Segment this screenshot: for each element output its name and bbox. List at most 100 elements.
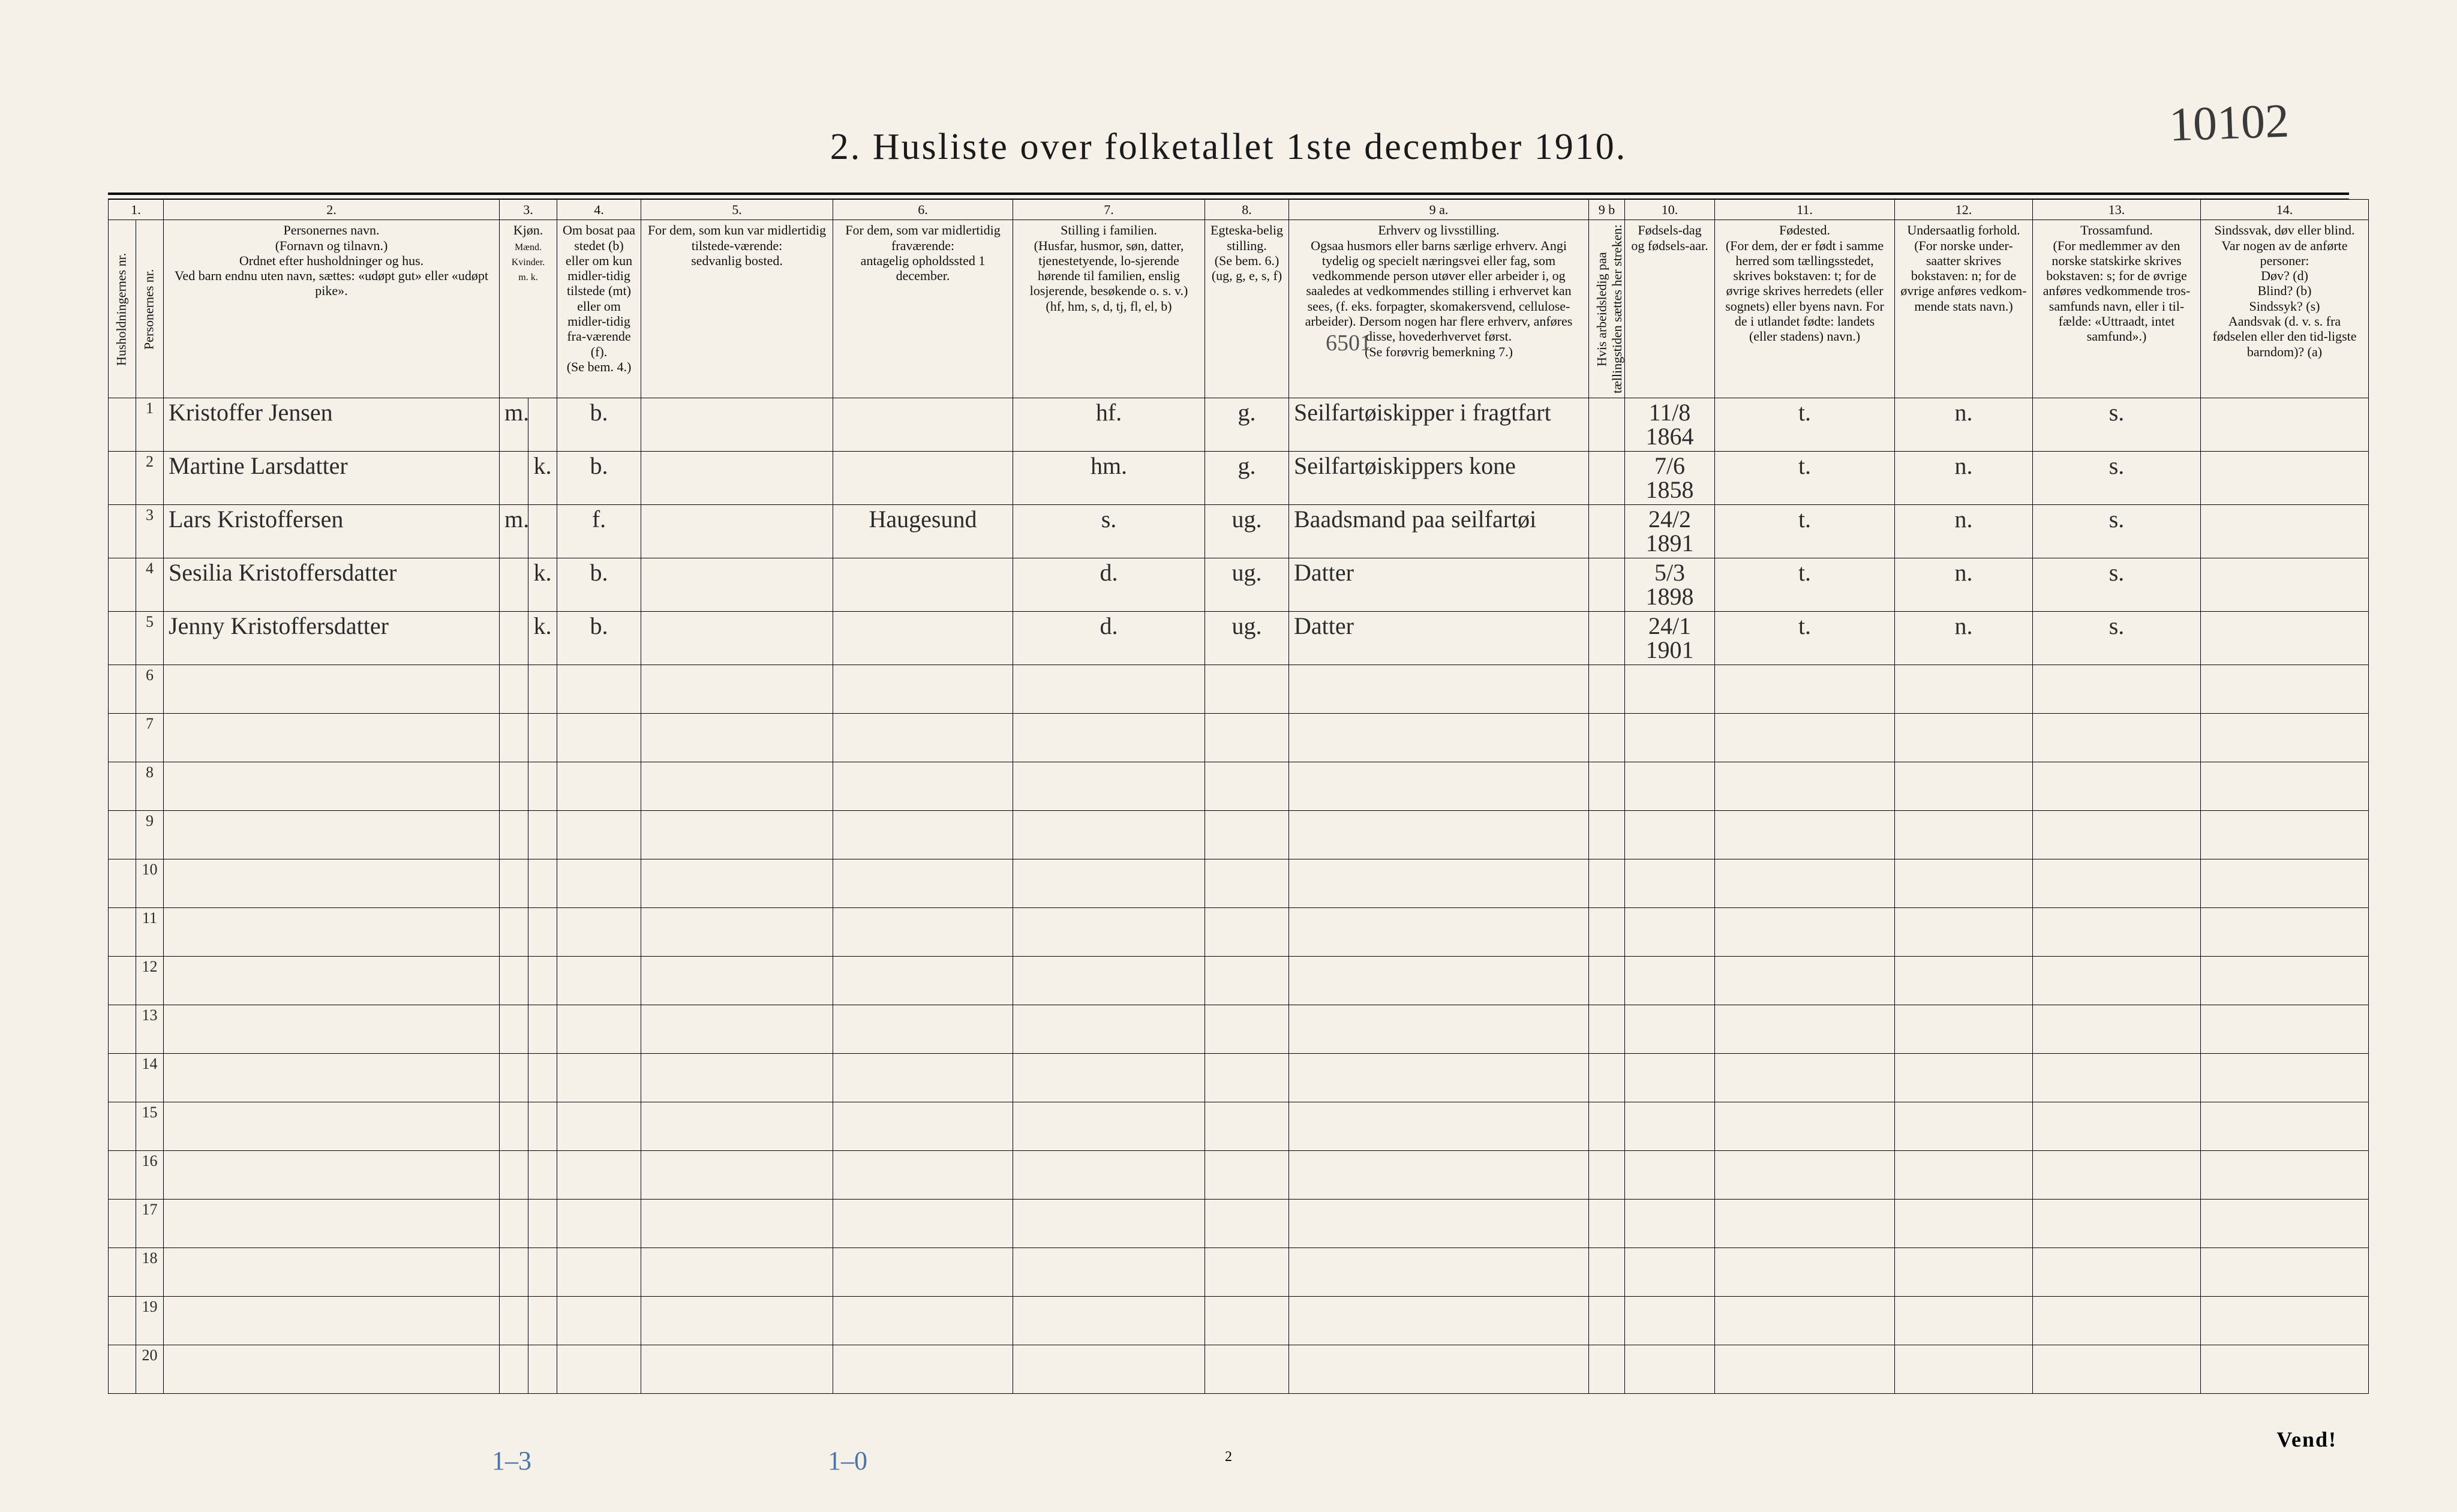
cell: [528, 1054, 557, 1102]
cell: [833, 452, 1013, 505]
cell: d.: [1013, 558, 1205, 612]
cell: [1205, 714, 1289, 762]
cell: [109, 908, 136, 957]
cell: [2201, 762, 2369, 811]
cell: [109, 957, 136, 1005]
cell: [500, 1248, 528, 1297]
cell: b.: [557, 398, 641, 452]
cell: 24/2 1891: [1625, 505, 1715, 558]
cell: [1013, 1200, 1205, 1248]
cell: [1589, 1248, 1625, 1297]
cell: 18: [136, 1248, 164, 1297]
cell: [1205, 665, 1289, 714]
cell: n.: [1895, 452, 2033, 505]
cell: [1013, 665, 1205, 714]
cell: [833, 714, 1013, 762]
cell: [109, 1345, 136, 1394]
cell: m.: [500, 505, 528, 558]
cell: 13: [136, 1005, 164, 1054]
cell: [1013, 859, 1205, 908]
cell: ug.: [1205, 505, 1289, 558]
cell: [1289, 1248, 1589, 1297]
colnum-7: 7.: [1013, 200, 1205, 220]
hdr-residence: Om bosat paa stedet (b) eller om kun mid…: [557, 220, 641, 398]
cell: [528, 859, 557, 908]
cell: [109, 1102, 136, 1151]
cell: [1715, 1297, 1895, 1345]
cell: k.: [528, 558, 557, 612]
cell: [1715, 665, 1895, 714]
cell: 17: [136, 1200, 164, 1248]
table-row: 15: [109, 1102, 2369, 1151]
cell: 10: [136, 859, 164, 908]
cell: t.: [1715, 558, 1895, 612]
cell: s.: [2033, 558, 2201, 612]
cell: [500, 908, 528, 957]
cell: [1625, 762, 1715, 811]
cell: [528, 398, 557, 452]
cell: [500, 1151, 528, 1200]
cell: [1589, 1345, 1625, 1394]
cell: [641, 811, 833, 859]
cell: Haugesund: [833, 505, 1013, 558]
cell: [500, 1200, 528, 1248]
cell: [528, 1102, 557, 1151]
hdr-sex-sub: Mænd. Kvinder. m. k.: [512, 242, 545, 283]
cell: [2033, 1005, 2201, 1054]
cell: Martine Larsdatter: [164, 452, 500, 505]
cell: [833, 859, 1013, 908]
table-row: 3Lars Kristoffersenm.f.Haugesunds.ug.Baa…: [109, 505, 2369, 558]
cell: [1625, 1297, 1715, 1345]
cell: [2033, 1248, 2201, 1297]
cell: [528, 1248, 557, 1297]
cell: [500, 1102, 528, 1151]
cell: [1589, 714, 1625, 762]
cell: [109, 811, 136, 859]
cell: [164, 762, 500, 811]
cell: [557, 665, 641, 714]
top-rule: [108, 193, 2349, 199]
cell: Sesilia Kristoffersdatter: [164, 558, 500, 612]
cell: [500, 859, 528, 908]
cell: [2033, 859, 2201, 908]
cell: [1013, 714, 1205, 762]
cell: [109, 665, 136, 714]
cell: [833, 1248, 1013, 1297]
cell: [1205, 1200, 1289, 1248]
cell: [164, 957, 500, 1005]
hdr-birthplace: Fødested. (For dem, der er født i samme …: [1715, 220, 1895, 398]
cell: [557, 859, 641, 908]
table-row: 9: [109, 811, 2369, 859]
table-row: 17: [109, 1200, 2369, 1248]
cell: [109, 558, 136, 612]
cell: [164, 1200, 500, 1248]
census-page: 10102 2. Husliste over folketallet 1ste …: [0, 0, 2457, 1512]
cell: [1895, 1248, 2033, 1297]
cell: t.: [1715, 398, 1895, 452]
cell: [1895, 714, 2033, 762]
cell: [528, 1297, 557, 1345]
cell: [641, 665, 833, 714]
handwritten-id: 10102: [2168, 94, 2290, 153]
cell: [1895, 1345, 2033, 1394]
cell: [641, 1248, 833, 1297]
cell: [528, 762, 557, 811]
cell: 4: [136, 558, 164, 612]
cell: t.: [1715, 612, 1895, 665]
cell: [1013, 1102, 1205, 1151]
cell: [1013, 1297, 1205, 1345]
cell: [833, 908, 1013, 957]
cell: Jenny Kristoffersdatter: [164, 612, 500, 665]
cell: [164, 1005, 500, 1054]
column-number-row: 1. 2. 3. 4. 5. 6. 7. 8. 9 a. 9 b 10. 11.…: [109, 200, 2369, 220]
cell: [528, 811, 557, 859]
cell: [1589, 398, 1625, 452]
cell: b.: [557, 612, 641, 665]
table-row: 11: [109, 908, 2369, 957]
cell: [2201, 908, 2369, 957]
colnum-14: 14.: [2201, 200, 2369, 220]
cell: [164, 1054, 500, 1102]
cell: [1589, 612, 1625, 665]
cell: [2201, 1248, 2369, 1297]
colnum-11: 11.: [1715, 200, 1895, 220]
